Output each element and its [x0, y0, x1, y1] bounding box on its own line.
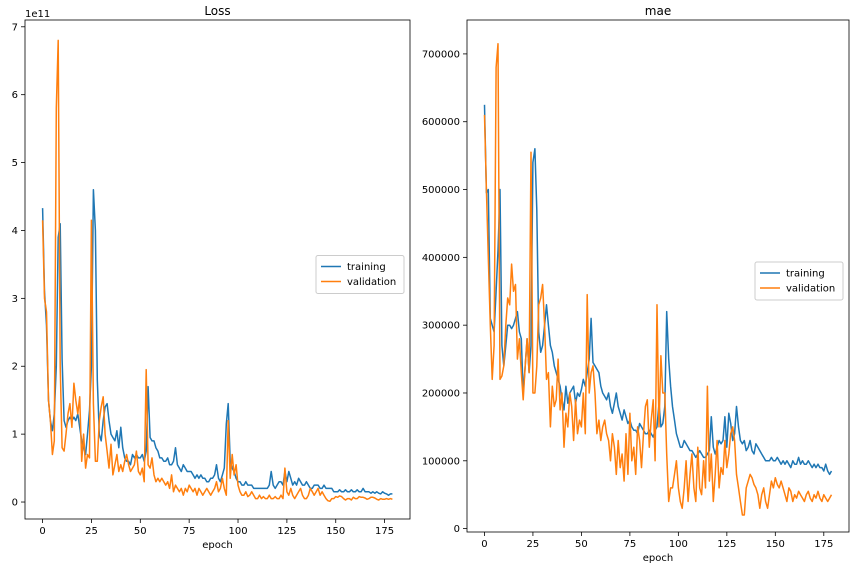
- y-tick-label: 5: [12, 158, 18, 169]
- y-scale-label: 1e11: [25, 9, 50, 20]
- x-tick-label: 100: [228, 526, 247, 537]
- y-tick-label: 2: [12, 362, 18, 373]
- y-tick-label: 3: [12, 294, 18, 305]
- chart-title: Loss: [204, 4, 230, 18]
- y-tick-label: 100000: [422, 456, 460, 467]
- y-tick-label: 700000: [422, 49, 460, 60]
- y-tick-label: 6: [12, 90, 18, 101]
- x-tick-label: 175: [814, 539, 833, 550]
- x-tick-label: 25: [85, 526, 98, 537]
- x-tick-label: 150: [326, 526, 345, 537]
- series-line-training: [41, 188, 393, 496]
- mae-chart: mae 0 25 50 75 100 125 150 175 epoch 0 100000 200000…: [422, 4, 850, 564]
- x-tick-label: 0: [39, 526, 45, 537]
- x-tick-label: 100: [669, 539, 688, 550]
- legend-label-validation: validation: [347, 277, 396, 288]
- legend-label-training: training: [786, 269, 825, 280]
- x-tick-label: 175: [375, 526, 394, 537]
- y-tick-label: 0: [12, 498, 18, 509]
- x-tick-label: 75: [624, 539, 637, 550]
- y-tick-label: 400000: [422, 253, 460, 264]
- plot-frame: [466, 19, 850, 533]
- x-tick-label: 150: [766, 539, 785, 550]
- legend-label-training: training: [347, 262, 386, 273]
- x-tick-label: 75: [183, 526, 196, 537]
- x-tick-label: 0: [481, 539, 487, 550]
- x-tick-label: 25: [527, 539, 540, 550]
- y-tick-label: 1: [12, 430, 18, 441]
- y-tick-label: 7: [12, 22, 18, 33]
- y-tick-label: 600000: [422, 117, 460, 128]
- legend-box: [315, 255, 405, 294]
- chart-title: mae: [645, 4, 671, 18]
- y-tick-label: 0: [454, 524, 460, 535]
- x-axis-label: epoch: [202, 540, 232, 551]
- y-tick-label: 500000: [422, 185, 460, 196]
- loss-chart: Loss 0 25 50 75 100 125 150 175 epoch 0 1 2 3 4 5 6 7 1e11…: [12, 4, 411, 551]
- y-tick-label: 200000: [422, 388, 460, 399]
- legend-box: [754, 261, 844, 301]
- x-axis-label: epoch: [643, 553, 673, 564]
- x-tick-label: 50: [575, 539, 588, 550]
- x-tick-label: 125: [717, 539, 736, 550]
- series-line-validation: [41, 39, 393, 503]
- series-line-validation: [483, 42, 833, 516]
- legend-label-validation: validation: [786, 284, 835, 295]
- x-tick-label: 125: [277, 526, 296, 537]
- series-line-training: [483, 104, 833, 476]
- x-tick-label: 50: [134, 526, 147, 537]
- plot-frame: [24, 19, 411, 520]
- y-tick-label: 300000: [422, 321, 460, 332]
- y-tick-label: 4: [12, 226, 18, 237]
